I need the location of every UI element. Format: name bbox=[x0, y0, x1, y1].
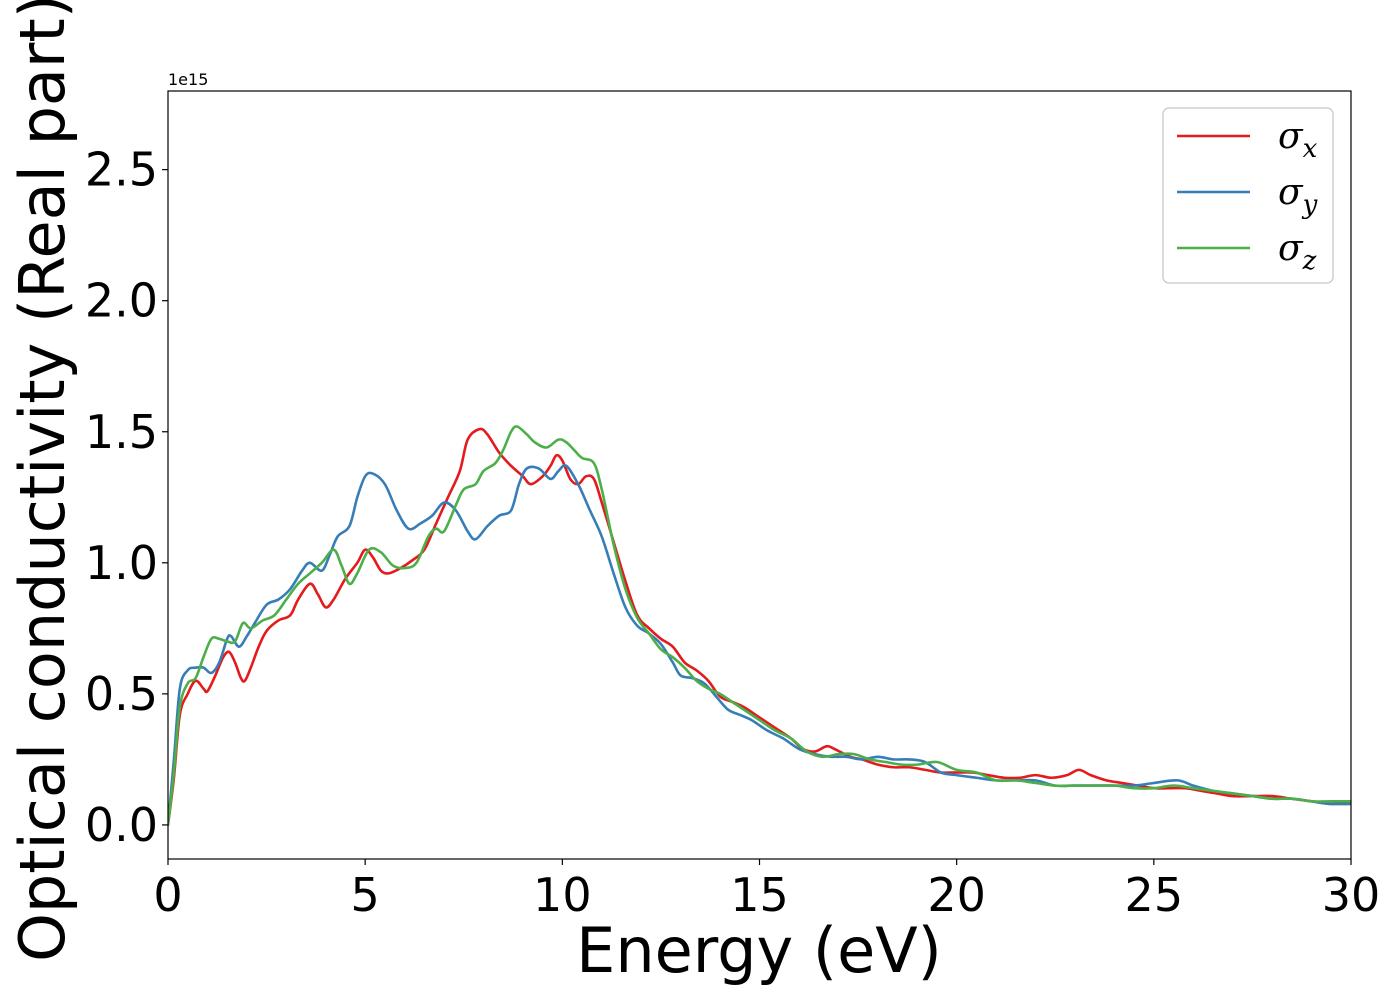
x-tick-label-2: 10 bbox=[533, 868, 592, 922]
legend-label-subscript: y bbox=[1302, 190, 1318, 220]
y-tick-label-1: 0.5 bbox=[85, 667, 158, 721]
x-axis: 0 5 10 15 20 25 30 bbox=[153, 859, 1380, 922]
legend-box bbox=[1162, 107, 1334, 284]
x-tick-label-4: 20 bbox=[927, 868, 986, 922]
y-tick-label-0: 0.0 bbox=[85, 798, 158, 852]
legend-label-base: σ bbox=[1278, 116, 1304, 157]
series-line-z bbox=[168, 425, 1351, 827]
legend-label-x: σx bbox=[1278, 116, 1318, 164]
legend-label-base: σ bbox=[1278, 172, 1304, 213]
legend-label-y: σy bbox=[1278, 172, 1318, 220]
y-tick-label-3: 1.5 bbox=[85, 405, 158, 459]
x-tick-label-5: 25 bbox=[1125, 868, 1184, 922]
series-layer bbox=[168, 425, 1351, 827]
legend-label-subscript: x bbox=[1303, 134, 1318, 164]
y-axis-title: Optical conductivity (Real part) bbox=[6, 0, 79, 962]
x-tick-label-1: 5 bbox=[351, 868, 380, 922]
y-tick-label-4: 2.0 bbox=[85, 274, 158, 328]
legend-label-base: σ bbox=[1278, 228, 1304, 269]
x-tick-label-3: 15 bbox=[730, 868, 789, 922]
legend-label-z: σz bbox=[1278, 228, 1317, 276]
legend-label-subscript: z bbox=[1302, 246, 1317, 276]
x-axis-title: Energy (eV) bbox=[576, 914, 942, 987]
x-tick-label-0: 0 bbox=[153, 868, 182, 922]
y-tick-label-2: 1.0 bbox=[85, 536, 158, 590]
y-tick-label-5: 2.5 bbox=[85, 143, 158, 197]
y-offset-label: 1e15 bbox=[168, 70, 208, 89]
x-tick-label-6: 30 bbox=[1322, 868, 1381, 922]
y-axis: 0.0 0.5 1.0 1.5 2.0 2.5 bbox=[85, 143, 168, 852]
